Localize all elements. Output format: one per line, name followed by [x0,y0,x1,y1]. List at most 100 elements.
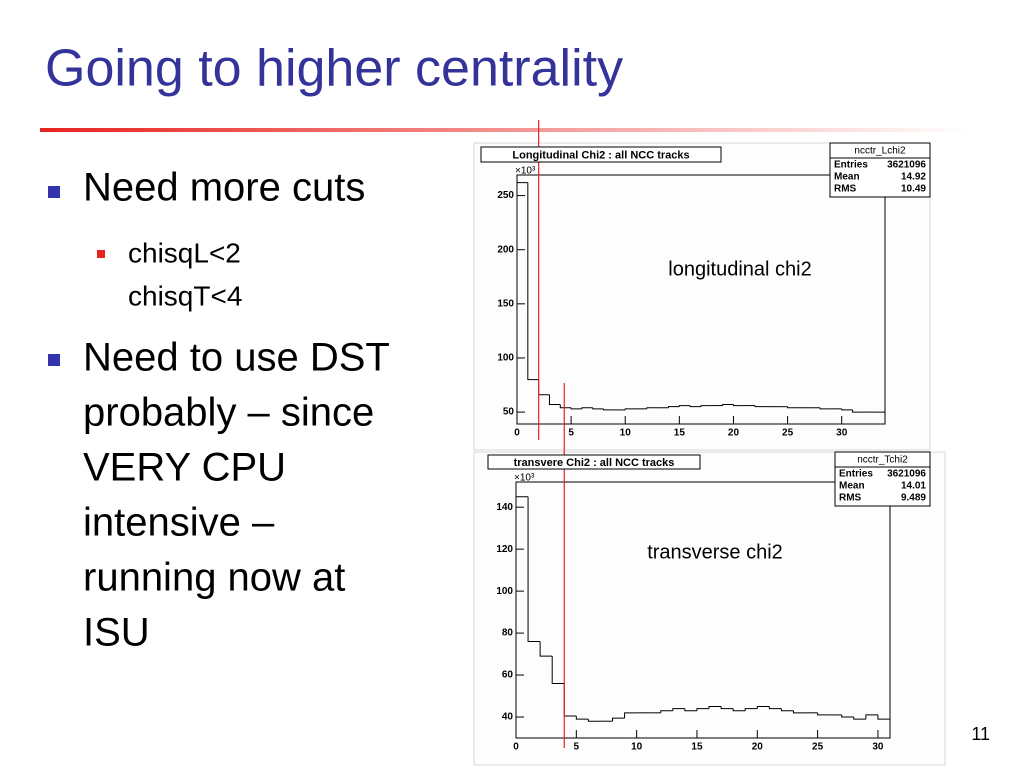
histogram-bin [559,404,572,409]
x-tick-label: 5 [568,428,574,439]
y-tick-label: 100 [496,586,513,597]
annotation: longitudinal chi2 [668,258,811,280]
x-tick-label: 15 [691,742,703,753]
stats-label: Entries [839,469,873,480]
histogram-bin [756,706,770,709]
histogram-bin [865,714,878,720]
histogram-bin [852,409,864,413]
y-tick-label: 50 [503,407,515,418]
histogram-bin [700,405,712,407]
histogram-bin [612,717,625,722]
histogram-bin [603,408,615,411]
x-tick-label: 0 [514,428,520,439]
stats-box [829,142,931,198]
histogram-bin [874,411,886,424]
histogram-bin [515,496,529,738]
histogram-bin [668,406,680,408]
x-tick-label: 5 [574,742,580,753]
y-tick-label: 200 [497,244,514,255]
histogram-bin [527,496,541,642]
title-box [487,454,701,470]
histogram-bin [819,407,831,410]
stats-value: 3621096 [887,469,926,480]
slide-title: Going to higher centrality [45,40,623,98]
y-tick-label: 60 [502,670,514,681]
histogram-bin [689,405,701,408]
chart-title: Longitudinal Chi2 : all NCC tracks [512,149,689,161]
bullet-text: Need more cuts [83,166,365,210]
stats-label: RMS [834,184,857,195]
x-tick-label: 20 [752,742,764,753]
title-box [480,146,722,163]
histogram-bin [877,714,891,738]
histogram-bin [817,712,830,716]
y-tick-label: 120 [496,544,513,555]
bullet-text: Need to use DST [83,336,390,380]
histogram-bin [624,408,637,410]
bullet-text: running now at [83,556,345,600]
histogram-bin [646,407,658,409]
stats-label: Mean [839,481,865,492]
histogram-bin [732,404,745,407]
y-exponent: ×10³ [515,166,536,177]
x-tick-label: 15 [674,428,686,439]
histogram-bin [732,708,746,712]
histogram-bin [720,706,734,710]
histogram-bin [708,706,722,709]
y-tick-label: 250 [497,190,514,201]
x-tick-label: 25 [782,428,794,439]
histogram-bin [539,641,553,657]
histogram-bin [841,714,854,718]
y-tick-label: 40 [502,712,514,723]
histogram-bin [841,408,853,411]
stats-value: 14.01 [901,481,926,492]
y-tick-label: 140 [496,502,513,513]
histogram-bin [787,406,799,409]
y-tick-label: 100 [497,353,514,364]
x-tick-label: 30 [836,428,848,439]
stats-name: ncctr_Tchi2 [857,455,908,466]
histogram-bin [587,719,601,722]
bullet-text: probably – since [83,391,374,435]
x-tick-label: 0 [513,742,519,753]
histogram-bin [853,717,866,720]
histogram-bin [722,404,734,406]
histogram-bin [768,706,782,710]
histogram-bin [527,182,539,381]
bullet-icon [48,186,60,198]
stats-name: ncctr_Lchi2 [854,146,906,157]
y-tick-label: 150 [497,298,514,309]
title-rule [40,128,970,132]
histogram-bin [696,708,710,711]
bullet-text: ISU [83,611,150,655]
histogram-bin [592,407,604,410]
page-number: 11 [971,724,990,744]
stats-label: Mean [834,172,860,183]
x-tick-label: 10 [620,428,632,439]
histogram-bin [575,715,589,720]
histogram-bin [744,708,758,711]
stats-value: 10.49 [901,184,926,195]
histogram-bin [581,407,593,409]
histogram-bin [684,708,697,712]
stats-value: 3621096 [887,160,926,171]
stats-label: Entries [834,160,868,171]
x-tick-label: 25 [812,742,824,753]
histogram-bin [551,656,565,684]
stats-value: 14.92 [901,172,926,183]
bullet-text: VERY CPU [83,446,286,490]
bullet-text: intensive – [83,501,275,545]
histogram-bin [660,710,673,713]
histogram-bin [754,405,766,408]
histogram-bin [780,708,794,712]
histogram-bin [516,182,528,424]
chart-title: transvere Chi2 : all NCC tracks [514,457,675,469]
stats-value: 9.489 [901,493,926,504]
y-exponent: ×10³ [514,473,535,484]
sub-bullet-text: chisqL<2 [128,237,241,268]
sub-bullet-icon [97,250,105,258]
histogram-bin [548,394,561,406]
x-tick-label: 30 [872,742,884,753]
y-tick-label: 80 [502,628,514,639]
